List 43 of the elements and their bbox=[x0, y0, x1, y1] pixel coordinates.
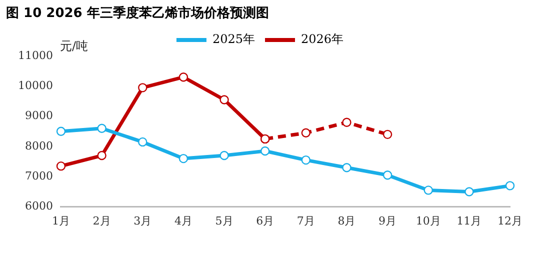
x-tick-label: 4月 bbox=[174, 214, 192, 228]
point bbox=[342, 162, 352, 172]
y-tick-label: 10000 bbox=[18, 79, 53, 92]
x-tick-label: 9月 bbox=[378, 214, 397, 228]
point bbox=[97, 150, 106, 160]
legend-label: 2026年 bbox=[301, 32, 344, 46]
point bbox=[220, 150, 229, 160]
point bbox=[260, 134, 270, 144]
legend-label: 2025年 bbox=[212, 32, 256, 46]
point bbox=[138, 83, 148, 92]
chart-title: 图 10 2026 年三季度苯乙烯市场价格预测图 bbox=[6, 4, 269, 22]
point bbox=[178, 154, 188, 164]
y-axis-title: 元/吨 bbox=[60, 38, 88, 55]
x-tick-label: 6月 bbox=[256, 214, 274, 228]
point bbox=[301, 155, 311, 165]
x-tick-label: 1月 bbox=[52, 214, 70, 228]
point bbox=[382, 170, 392, 180]
x-tick-label: 2月 bbox=[92, 214, 111, 228]
point bbox=[505, 181, 515, 190]
y-tick-label: 11000 bbox=[18, 48, 53, 62]
point bbox=[382, 130, 392, 140]
x-tick-label: 3月 bbox=[134, 214, 152, 228]
point bbox=[260, 146, 270, 156]
x-tick-label: 5月 bbox=[215, 214, 234, 228]
point bbox=[56, 126, 66, 136]
y-tick-label: 7000 bbox=[24, 170, 53, 182]
x-tick-label: 11月 bbox=[456, 214, 482, 228]
x-tick-label: 8月 bbox=[338, 214, 356, 228]
point bbox=[342, 118, 352, 127]
point bbox=[220, 95, 229, 104]
y-tick-label: 8000 bbox=[24, 139, 53, 152]
point bbox=[301, 128, 311, 138]
point bbox=[138, 137, 148, 147]
x-tick-label: 10月 bbox=[416, 214, 441, 228]
x-tick-label: 7月 bbox=[296, 214, 315, 228]
point bbox=[178, 72, 188, 82]
point bbox=[97, 124, 106, 133]
point bbox=[424, 186, 433, 195]
y-tick-label: 9000 bbox=[24, 109, 53, 122]
x-tick-label: 12月 bbox=[498, 214, 522, 228]
point bbox=[56, 161, 66, 171]
y-tick-label: 6000 bbox=[24, 200, 53, 213]
point bbox=[464, 187, 474, 196]
